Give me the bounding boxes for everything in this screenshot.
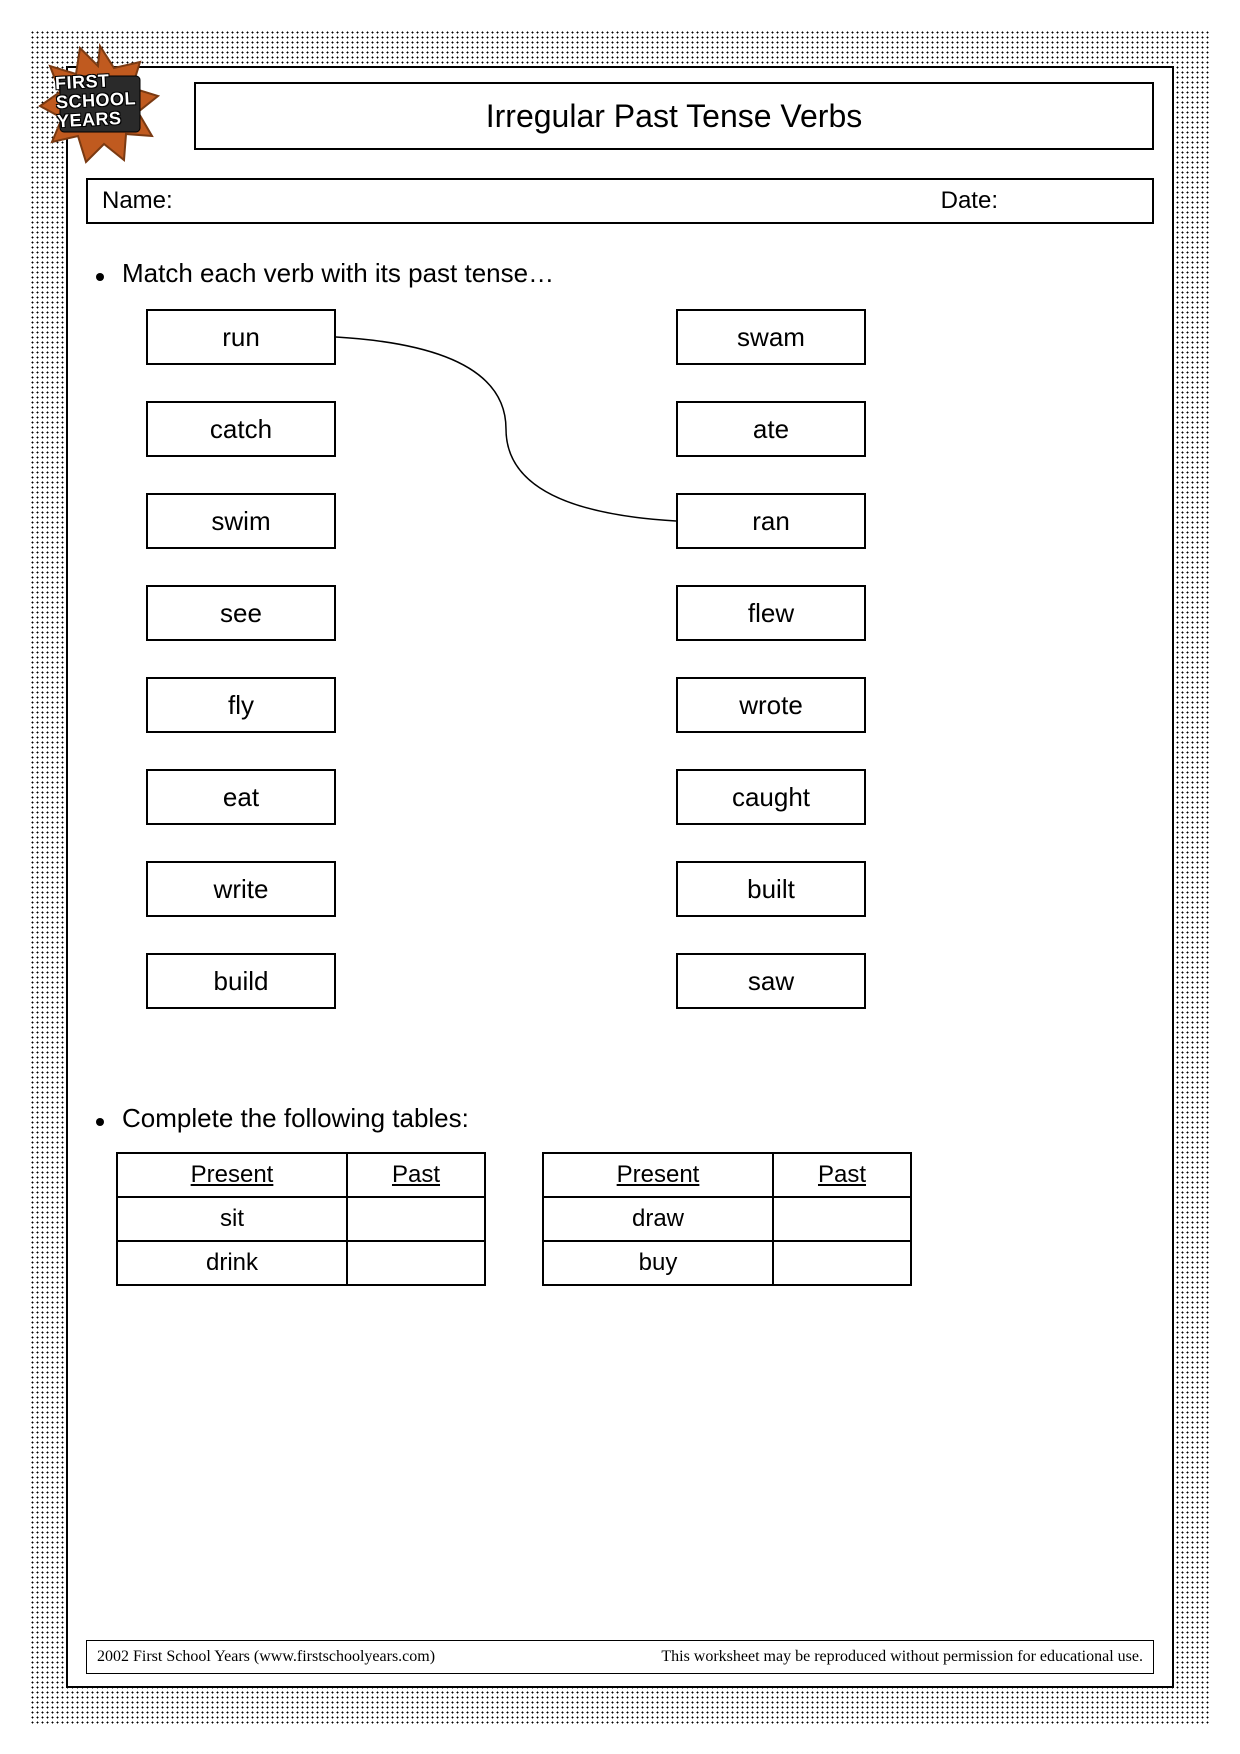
table-cell: drink [117, 1241, 347, 1285]
title-box: Irregular Past Tense Verbs [194, 82, 1154, 150]
past-word-box: ate [676, 401, 866, 457]
present-word-box: write [146, 861, 336, 917]
present-word: catch [210, 414, 272, 445]
present-word: eat [223, 782, 259, 813]
past-word: ate [753, 414, 789, 445]
match-area: run catch swim see fly eat write build swam ate r… [86, 309, 1154, 1089]
table-row: sit [117, 1197, 485, 1241]
tables-container: PresentPastsitdrink PresentPastdrawbuy [116, 1152, 1154, 1286]
table-cell: sit [117, 1197, 347, 1241]
present-word-box: eat [146, 769, 336, 825]
past-word-box: saw [676, 953, 866, 1009]
instruction-match-text: Match each verb with its past tense… [122, 258, 554, 289]
past-word: flew [748, 598, 794, 629]
badge-text: FIRST SCHOOL YEARS [55, 70, 148, 131]
past-word-box: caught [676, 769, 866, 825]
past-word: swam [737, 322, 805, 353]
content-frame: Irregular Past Tense Verbs Name: Date: M… [66, 66, 1174, 1688]
table-header: Present [543, 1153, 773, 1197]
past-word: wrote [739, 690, 803, 721]
footer-permission: This worksheet may be reproduced without… [661, 1648, 1143, 1666]
present-word: swim [211, 506, 270, 537]
footer-copyright: 2002 First School Years (www.firstschool… [97, 1648, 435, 1666]
past-word: ran [752, 506, 790, 537]
bullet-dot-icon [96, 273, 104, 281]
date-label: Date: [941, 187, 998, 215]
tense-table-left: PresentPastsitdrink [116, 1152, 486, 1286]
table-row: drink [117, 1241, 485, 1285]
past-word-box: built [676, 861, 866, 917]
present-word-box: swim [146, 493, 336, 549]
past-word: caught [732, 782, 810, 813]
present-word: build [214, 966, 269, 997]
past-word-box: ran [676, 493, 866, 549]
past-word: built [747, 874, 795, 905]
present-word-box: run [146, 309, 336, 365]
table-cell: buy [543, 1241, 773, 1285]
present-word-box: see [146, 585, 336, 641]
past-word-box: wrote [676, 677, 866, 733]
tense-table-right: PresentPastdrawbuy [542, 1152, 912, 1286]
badge-line3: YEARS [57, 108, 122, 131]
table-row: draw [543, 1197, 911, 1241]
present-word: run [222, 322, 260, 353]
table-cell [773, 1241, 911, 1285]
instruction-match: Match each verb with its past tense… [96, 258, 1154, 289]
present-word-box: catch [146, 401, 336, 457]
present-word: see [220, 598, 262, 629]
present-word: write [214, 874, 269, 905]
bullet-dot-icon [96, 1118, 104, 1126]
instruction-tables-text: Complete the following tables: [122, 1103, 469, 1134]
table-header: Present [117, 1153, 347, 1197]
present-column: run catch swim see fly eat write build [146, 309, 336, 1009]
logo-badge: FIRST SCHOOL YEARS [30, 36, 170, 176]
instruction-tables: Complete the following tables: [96, 1103, 1154, 1134]
table-cell: draw [543, 1197, 773, 1241]
table-row: buy [543, 1241, 911, 1285]
footer-bar: 2002 First School Years (www.firstschool… [86, 1640, 1154, 1674]
present-word: fly [228, 690, 254, 721]
name-label: Name: [102, 187, 173, 215]
table-cell [773, 1197, 911, 1241]
past-word-box: flew [676, 585, 866, 641]
present-word-box: build [146, 953, 336, 1009]
page-title: Irregular Past Tense Verbs [486, 98, 863, 135]
table-cell [347, 1197, 485, 1241]
worksheet-page: FIRST SCHOOL YEARS Irregular Past Tense … [0, 0, 1240, 1754]
past-word-box: swam [676, 309, 866, 365]
present-word-box: fly [146, 677, 336, 733]
table-cell [347, 1241, 485, 1285]
table-header: Past [347, 1153, 485, 1197]
table-header: Past [773, 1153, 911, 1197]
past-word: saw [748, 966, 794, 997]
past-column: swam ate ran flew wrote caught built saw [676, 309, 866, 1009]
name-date-row: Name: Date: [86, 178, 1154, 224]
